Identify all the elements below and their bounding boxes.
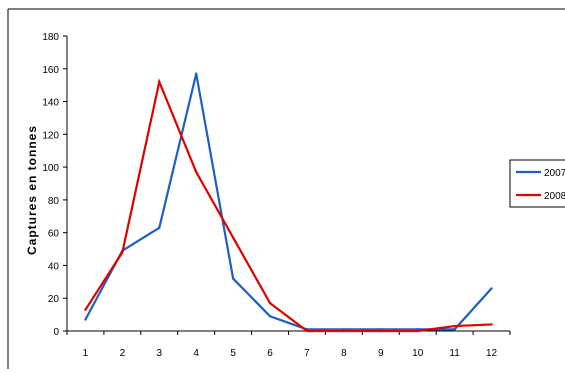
y-tick-label: 180 (42, 32, 59, 43)
series-line-2008 (84, 78, 492, 333)
data-point-2007 (490, 287, 493, 290)
x-tick-label: 4 (193, 348, 199, 359)
y-tick-label: 80 (48, 196, 60, 207)
legend-label: 2007 (544, 168, 565, 179)
data-point-2007 (268, 315, 272, 318)
x-tick-label: 8 (341, 348, 347, 359)
data-point-2008 (490, 323, 493, 326)
legend-box (509, 159, 565, 208)
y-axis-label: Captures en tonnes (25, 125, 39, 255)
series-line-2007 (84, 73, 493, 331)
axes (66, 36, 510, 332)
data-point-2007 (231, 277, 235, 280)
x-tick-label: 1 (83, 348, 89, 359)
x-tick-label: 7 (304, 348, 310, 359)
legend: 2007 2008 (509, 159, 565, 208)
data-point-2008 (379, 329, 382, 333)
x-tick-label: 12 (486, 348, 498, 359)
data-point-2007 (158, 226, 161, 229)
y-tick-label: 20 (48, 294, 60, 305)
data-point-2007 (195, 72, 198, 75)
data-point-2008 (84, 308, 87, 311)
legend-label: 2008 (544, 191, 565, 202)
data-point-2008 (158, 80, 161, 84)
y-tick-label: 60 (48, 229, 60, 240)
data-point-2008 (305, 329, 309, 333)
data-point-2007 (453, 328, 456, 331)
data-point-2008 (453, 324, 456, 328)
data-point-2008 (231, 236, 235, 239)
x-tick-label: 6 (267, 348, 273, 359)
y-tick-label: 0 (53, 327, 59, 338)
y-tick-label: 120 (42, 130, 59, 141)
x-tick-label: 11 (449, 348, 460, 359)
y-tick-label: 160 (42, 65, 59, 76)
x-tick-label: 2 (120, 348, 126, 359)
x-tick-label: 10 (412, 348, 424, 359)
data-point-2007 (84, 318, 87, 321)
data-point-2008 (268, 301, 272, 305)
data-point-2008 (195, 170, 198, 174)
series-layer (84, 72, 493, 333)
x-tick-label: 5 (230, 348, 236, 359)
y-tick-label: 140 (42, 98, 59, 109)
data-point-2008 (121, 251, 124, 254)
y-tick-label: 40 (48, 261, 60, 272)
y-tick-label: 100 (42, 163, 59, 174)
x-tick-label: 3 (157, 348, 163, 359)
data-point-2008 (342, 329, 346, 333)
x-tick-label: 9 (378, 348, 384, 359)
data-point-2008 (416, 329, 419, 333)
